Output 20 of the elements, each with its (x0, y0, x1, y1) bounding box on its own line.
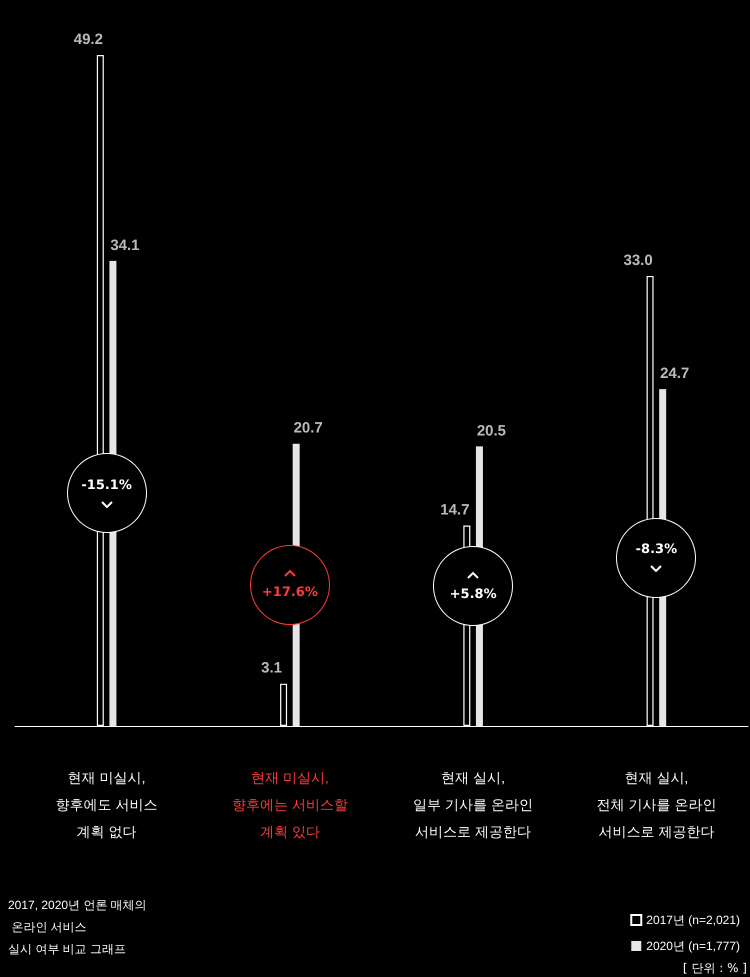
data-label: 34.1 (110, 236, 140, 254)
annotation: -8.3% (636, 542, 678, 558)
text: 2017, 2020년 언론 매체의 온라인 서비스 실시 여부 비교 그래프 (8, 898, 147, 956)
legend-label: 2017년 (n=2,021) (646, 913, 740, 927)
text: [ 단위 : % ] (682, 960, 747, 977)
annotation: +5.8% (450, 586, 497, 602)
data-label: 49.2 (74, 31, 103, 48)
x-tick-label: 현재 실시, 일부 기사를 온라인 서비스로 제공한다 (413, 770, 534, 840)
data-label: 20.5 (476, 422, 506, 440)
x-tick-label: 현재 미실시, 향후에도 서비스 계획 없다 (56, 770, 158, 840)
legend-label: 2020년 (n=1,777) (646, 939, 740, 953)
data-label: 14.7 (440, 502, 470, 519)
data-label: 3.1 (261, 660, 282, 677)
annotation: -15.1% (81, 478, 132, 493)
annotation: +17.6% (262, 585, 318, 600)
x-tick-label: 현재 실시, 전체 기사를 온라인 서비스로 제공한다 (596, 770, 716, 840)
x-tick-label: 현재 미실시, 향후에는 서비스할 계획 있다 (232, 770, 348, 840)
data-label: 33.0 (623, 252, 653, 269)
data-label: 20.7 (294, 420, 323, 437)
data-label: 24.7 (660, 365, 690, 382)
